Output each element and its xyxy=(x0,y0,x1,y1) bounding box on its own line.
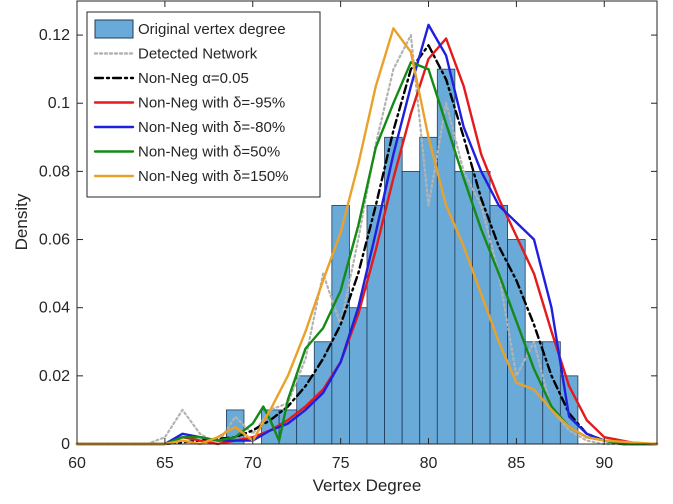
histogram-bar-9 xyxy=(401,170,421,445)
legend-label-1: Detected Network xyxy=(138,46,258,63)
y-tick-label: 0.02 xyxy=(39,368,70,385)
legend: Original vertex degree Detected Network No… xyxy=(86,11,321,198)
legend-label-2: Non-Neg α=0.05 xyxy=(138,70,249,87)
legend-label-5: Non-Neg with δ=50% xyxy=(138,144,280,161)
x-axis-label: Vertex Degree xyxy=(313,476,422,495)
series-line-3 xyxy=(75,23,659,446)
x-tick-label: 80 xyxy=(420,455,438,472)
legend-label-3: Non-Neg with δ=-95% xyxy=(138,95,285,112)
x-tick-label: 70 xyxy=(244,455,262,472)
y-tick-label: 0.1 xyxy=(48,95,70,112)
series-line-4 xyxy=(75,61,659,446)
x-tick-label: 60 xyxy=(68,455,86,472)
series-lines xyxy=(75,23,659,446)
histogram-bar-7 xyxy=(366,205,385,445)
x-axis-ticks: 60 65 70 75 80 85 90 xyxy=(68,1,613,472)
x-tick-label: 85 xyxy=(507,455,525,472)
y-tick-label: 0.12 xyxy=(39,27,70,44)
y-axis-ticks: 0 0.02 0.04 0.06 0.08 0.1 0.12 xyxy=(39,27,657,453)
histogram-bar-10 xyxy=(419,136,438,445)
x-tick-label: 65 xyxy=(156,455,174,472)
x-tick-label: 75 xyxy=(332,455,350,472)
legend-label-0: Original vertex degree xyxy=(138,21,286,38)
y-tick-label: 0.06 xyxy=(39,232,70,249)
y-axis-label: Density xyxy=(12,193,31,250)
plot-frame xyxy=(76,0,658,445)
legend-swatch-0 xyxy=(94,19,134,39)
y-tick-label: 0 xyxy=(61,436,70,453)
y-tick-label: 0.04 xyxy=(39,300,70,317)
legend-box xyxy=(86,11,321,198)
histogram-bar-16 xyxy=(524,341,544,445)
legend-label-4: Non-Neg with δ=-80% xyxy=(138,119,285,136)
series-line-5 xyxy=(75,27,659,446)
legend-label-6: Non-Neg with δ=150% xyxy=(138,168,289,185)
y-tick-label: 0.08 xyxy=(39,163,70,180)
x-tick-label: 90 xyxy=(595,455,613,472)
histogram-bar-12 xyxy=(454,170,473,445)
